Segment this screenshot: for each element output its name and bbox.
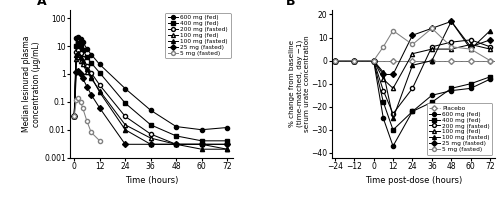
Line: 600 mg (fed): 600 mg (fed) [72,34,229,132]
400 mg (fed) [429,101,435,103]
200 mg (fasted) [448,41,454,43]
100 mg (fed) [370,59,376,62]
100 mg (fed) [78,59,84,62]
200 mg (fasted) [370,59,376,62]
400 mg (fed) [71,115,77,118]
5 mg (fasted) [487,59,493,62]
Line: 100 mg (fed): 100 mg (fed) [332,42,492,90]
25 mg (fasted) [390,73,396,76]
100 mg (fasted) [78,55,84,58]
100 mg (fasted) [370,59,376,62]
Line: 600 mg (fed): 600 mg (fed) [332,59,492,148]
200 mg (fasted) [96,84,102,86]
100 mg (fed) [429,48,435,50]
Placebo [410,59,416,62]
200 mg (fasted) [487,46,493,48]
400 mg (fed) [76,42,82,44]
25 mg (fasted) [332,59,338,62]
5 mg (fasted) [96,140,102,142]
200 mg (fasted) [332,59,338,62]
25 mg (fasted) [448,20,454,23]
25 mg (fasted) [96,107,102,109]
200 mg (fasted) [122,115,128,118]
100 mg (fasted) [487,29,493,32]
Placebo [370,59,376,62]
5 mg (fasted) [74,98,80,101]
100 mg (fasted) [74,53,80,56]
100 mg (fasted) [380,71,386,73]
600 mg (fed) [224,126,230,129]
100 mg (fed) [224,148,230,150]
5 mg (fasted) [390,29,396,32]
200 mg (fasted) [74,51,80,53]
100 mg (fasted) [88,75,94,78]
400 mg (fed) [88,62,94,64]
25 mg (fasted) [76,70,82,72]
200 mg (fasted) [468,39,473,41]
200 mg (fasted) [173,143,179,145]
25 mg (fasted) [173,143,179,145]
600 mg (fed) [84,48,90,50]
200 mg (fasted) [198,143,204,145]
100 mg (fasted) [71,115,77,118]
200 mg (fasted) [148,133,154,135]
200 mg (fasted) [429,46,435,48]
100 mg (fed) [351,59,357,62]
5 mg (fasted) [76,97,82,99]
600 mg (fed) [71,115,77,118]
5 mg (fasted) [410,43,416,46]
200 mg (fasted) [351,59,357,62]
Placebo [332,59,338,62]
100 mg (fasted) [198,148,204,150]
100 mg (fed) [487,48,493,50]
Line: 100 mg (fasted): 100 mg (fasted) [72,51,229,151]
Line: 25 mg (fasted): 25 mg (fasted) [72,69,229,146]
5 mg (fasted) [88,131,94,134]
Legend: 600 mg (fed), 400 mg (fed), 200 mg (fasted), 100 mg (fed), 100 mg (fasted), 25 m: 600 mg (fed), 400 mg (fed), 200 mg (fast… [166,13,230,58]
5 mg (fasted) [351,59,357,62]
5 mg (fasted) [78,101,84,103]
25 mg (fasted) [468,46,473,48]
Placebo [351,59,357,62]
600 mg (fed) [390,145,396,147]
25 mg (fasted) [74,71,80,73]
100 mg (fasted) [80,59,86,62]
400 mg (fed) [390,129,396,131]
25 mg (fasted) [71,115,77,118]
600 mg (fed) [122,87,128,90]
400 mg (fed) [78,45,84,47]
100 mg (fed) [71,115,77,118]
25 mg (fasted) [380,73,386,76]
Y-axis label: % change from baseline
(time-matched, day −1)
serum urate concentration: % change from baseline (time-matched, da… [290,35,310,132]
5 mg (fasted) [332,59,338,62]
5 mg (fasted) [84,120,90,123]
600 mg (fed) [448,89,454,92]
Line: Placebo: Placebo [332,59,492,63]
Line: 400 mg (fed): 400 mg (fed) [332,59,492,132]
600 mg (fed) [380,117,386,120]
100 mg (fasted) [410,64,416,66]
200 mg (fasted) [80,57,86,59]
200 mg (fasted) [71,115,77,118]
100 mg (fasted) [224,148,230,150]
Text: A: A [38,0,47,8]
100 mg (fed) [448,48,454,50]
X-axis label: Time post-dose (hours): Time post-dose (hours) [364,176,462,185]
100 mg (fasted) [429,59,435,62]
200 mg (fasted) [380,89,386,92]
600 mg (fed) [78,38,84,40]
400 mg (fed) [84,56,90,58]
Placebo [487,59,493,62]
Line: 200 mg (fasted): 200 mg (fasted) [72,48,229,146]
5 mg (fasted) [468,48,473,50]
Line: 5 mg (fasted): 5 mg (fasted) [332,26,492,63]
200 mg (fasted) [224,143,230,145]
100 mg (fed) [80,63,86,66]
25 mg (fasted) [370,59,376,62]
400 mg (fed) [74,45,80,47]
5 mg (fasted) [380,46,386,48]
400 mg (fed) [122,102,128,104]
400 mg (fed) [370,59,376,62]
100 mg (fasted) [96,91,102,94]
100 mg (fasted) [84,68,90,70]
